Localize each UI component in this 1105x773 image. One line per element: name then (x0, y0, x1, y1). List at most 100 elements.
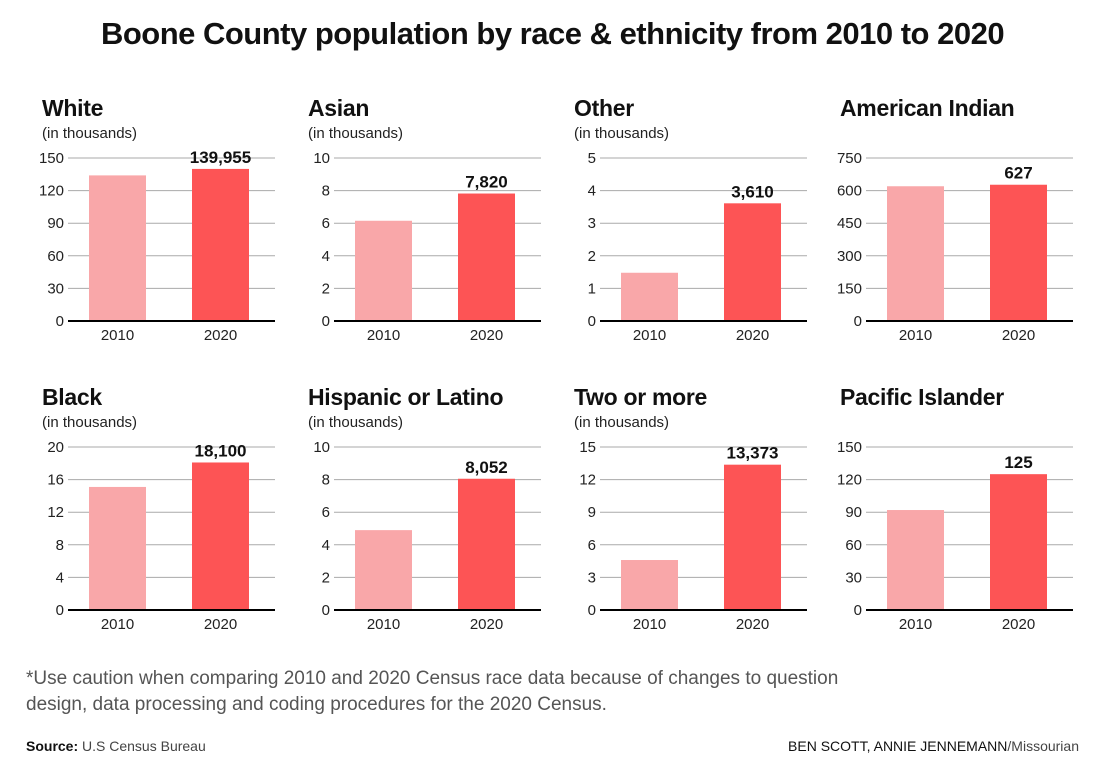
y-tick-label: 6 (322, 504, 330, 521)
y-tick-label: 90 (47, 215, 64, 232)
y-tick-label: 4 (322, 537, 330, 554)
chart-subtitle: (in thousands) (42, 414, 138, 431)
y-tick-label: 3 (588, 215, 596, 232)
chart-subtitle: (in thousands) (308, 125, 404, 142)
data-label: 627 (1004, 164, 1032, 183)
bar-2010 (355, 220, 412, 321)
x-tick-label: 2020 (736, 327, 769, 344)
data-label: 125 (1004, 453, 1032, 472)
y-tick-label: 0 (56, 313, 64, 330)
x-tick-label: 2010 (101, 616, 134, 633)
bar-chart: 0 150 300 450 600 750 2010 2020 627 (837, 150, 1073, 344)
y-tick-label: 150 (39, 150, 64, 167)
bar-2020 (192, 462, 249, 610)
page-title: Boone County population by race & ethnic… (100, 16, 1005, 51)
source-value: U.S Census Bureau (82, 738, 206, 754)
x-tick-label: 2020 (1002, 327, 1035, 344)
x-tick-label: 2020 (204, 616, 237, 633)
y-tick-label: 6 (588, 537, 596, 554)
y-tick-label: 0 (854, 602, 862, 619)
y-tick-label: 12 (579, 472, 596, 489)
chart-subtitle: (in thousands) (42, 125, 138, 142)
y-tick-label: 4 (322, 248, 330, 265)
chart-subtitle: (in thousands) (308, 414, 404, 431)
bar-chart: 0 1 2 3 4 5 2010 2020 3,610 (588, 150, 807, 344)
y-tick-label: 1 (588, 280, 596, 297)
y-tick-label: 0 (322, 602, 330, 619)
chart-title: Black (42, 384, 102, 410)
bar-chart: 0 2 4 6 8 10 2010 2020 7,820 (313, 150, 541, 344)
y-tick-label: 750 (837, 150, 862, 167)
y-tick-label: 2 (322, 569, 330, 586)
data-label: 139,955 (190, 148, 251, 167)
bar-chart: 0 3 6 9 12 15 2010 2020 13,373 (579, 439, 807, 633)
bar-2010 (355, 530, 412, 610)
bar-2020 (724, 203, 781, 321)
bar-2010 (621, 272, 678, 321)
credit-names: BEN SCOTT, ANNIE JENNEMANN (788, 738, 1008, 754)
y-tick-label: 8 (56, 537, 64, 554)
chart-subtitle: (in thousands) (574, 414, 670, 431)
bar-2010 (621, 560, 678, 610)
bar-2010 (887, 510, 944, 610)
y-tick-label: 4 (588, 183, 596, 200)
chart-panel: Pacific Islander 0 30 60 90 120 150 2010 2020 125 (837, 384, 1100, 664)
chart-title: American Indian (840, 95, 1015, 121)
bar-chart: 0 4 8 12 16 20 2010 2020 18,100 (47, 439, 275, 633)
chart-panel: Asian (in thousands) 0 2 4 6 8 10 2010 2020 7,820 (308, 95, 568, 375)
y-tick-label: 150 (837, 439, 862, 456)
y-tick-label: 450 (837, 215, 862, 232)
data-label: 13,373 (727, 444, 779, 463)
chart-panel: American Indian 0 150 300 450 600 750 2010 2020 6… (837, 95, 1100, 375)
chart-title: Other (574, 95, 634, 121)
x-tick-label: 2010 (367, 327, 400, 344)
chart-title: Asian (308, 95, 370, 121)
y-tick-label: 0 (854, 313, 862, 330)
x-tick-label: 2020 (1002, 616, 1035, 633)
x-tick-label: 2010 (899, 616, 932, 633)
chart-title: Hispanic or Latino (308, 384, 504, 410)
bar-2020 (458, 193, 515, 321)
bar-2010 (89, 175, 146, 321)
bar-2020 (458, 478, 515, 610)
y-tick-label: 0 (322, 313, 330, 330)
chart-panel: White (in thousands) 0 30 60 90 120 150 2010 2020… (39, 95, 302, 375)
credit-outlet: /Missourian (1007, 738, 1079, 754)
bar-2020 (990, 474, 1047, 610)
bar-chart: 0 30 60 90 120 150 2010 2020 125 (837, 439, 1073, 633)
y-tick-label: 15 (579, 439, 596, 456)
bar-2020 (724, 464, 781, 610)
y-tick-label: 30 (47, 280, 64, 297)
footnote: *Use caution when comparing 2010 and 202… (26, 668, 839, 715)
y-tick-label: 4 (56, 569, 64, 586)
chart-title: Two or more (574, 384, 708, 410)
y-tick-label: 9 (588, 504, 596, 521)
bar-2010 (887, 186, 944, 321)
x-tick-label: 2010 (633, 616, 666, 633)
y-tick-label: 5 (588, 150, 596, 167)
chart-panel: Hispanic or Latino (in thousands) 0 2 4 6 8 10 2… (308, 384, 568, 664)
y-tick-label: 0 (588, 313, 596, 330)
y-tick-label: 300 (837, 248, 862, 265)
x-tick-label: 2010 (899, 327, 932, 344)
y-tick-label: 30 (845, 569, 862, 586)
y-tick-label: 12 (47, 504, 64, 521)
x-tick-label: 2020 (470, 616, 503, 633)
data-label: 7,820 (465, 173, 508, 192)
y-tick-label: 10 (313, 439, 330, 456)
x-tick-label: 2010 (633, 327, 666, 344)
source-label: Source: (26, 738, 79, 754)
y-tick-label: 2 (322, 280, 330, 297)
y-tick-label: 8 (322, 472, 330, 489)
y-tick-label: 3 (588, 569, 596, 586)
chart-panel: Other (in thousands) 0 1 2 3 4 5 2010 2020 3,610 (574, 95, 834, 375)
x-tick-label: 2020 (470, 327, 503, 344)
chart-panel: Two or more (in thousands) 0 3 6 9 12 15 2010 202… (574, 384, 834, 664)
y-tick-label: 2 (588, 248, 596, 265)
bar-chart: 0 30 60 90 120 150 2010 2020 139,955 (39, 148, 275, 344)
y-tick-label: 90 (845, 504, 862, 521)
y-tick-label: 600 (837, 183, 862, 200)
data-label: 8,052 (465, 458, 508, 477)
chart-subtitle: (in thousands) (574, 125, 670, 142)
